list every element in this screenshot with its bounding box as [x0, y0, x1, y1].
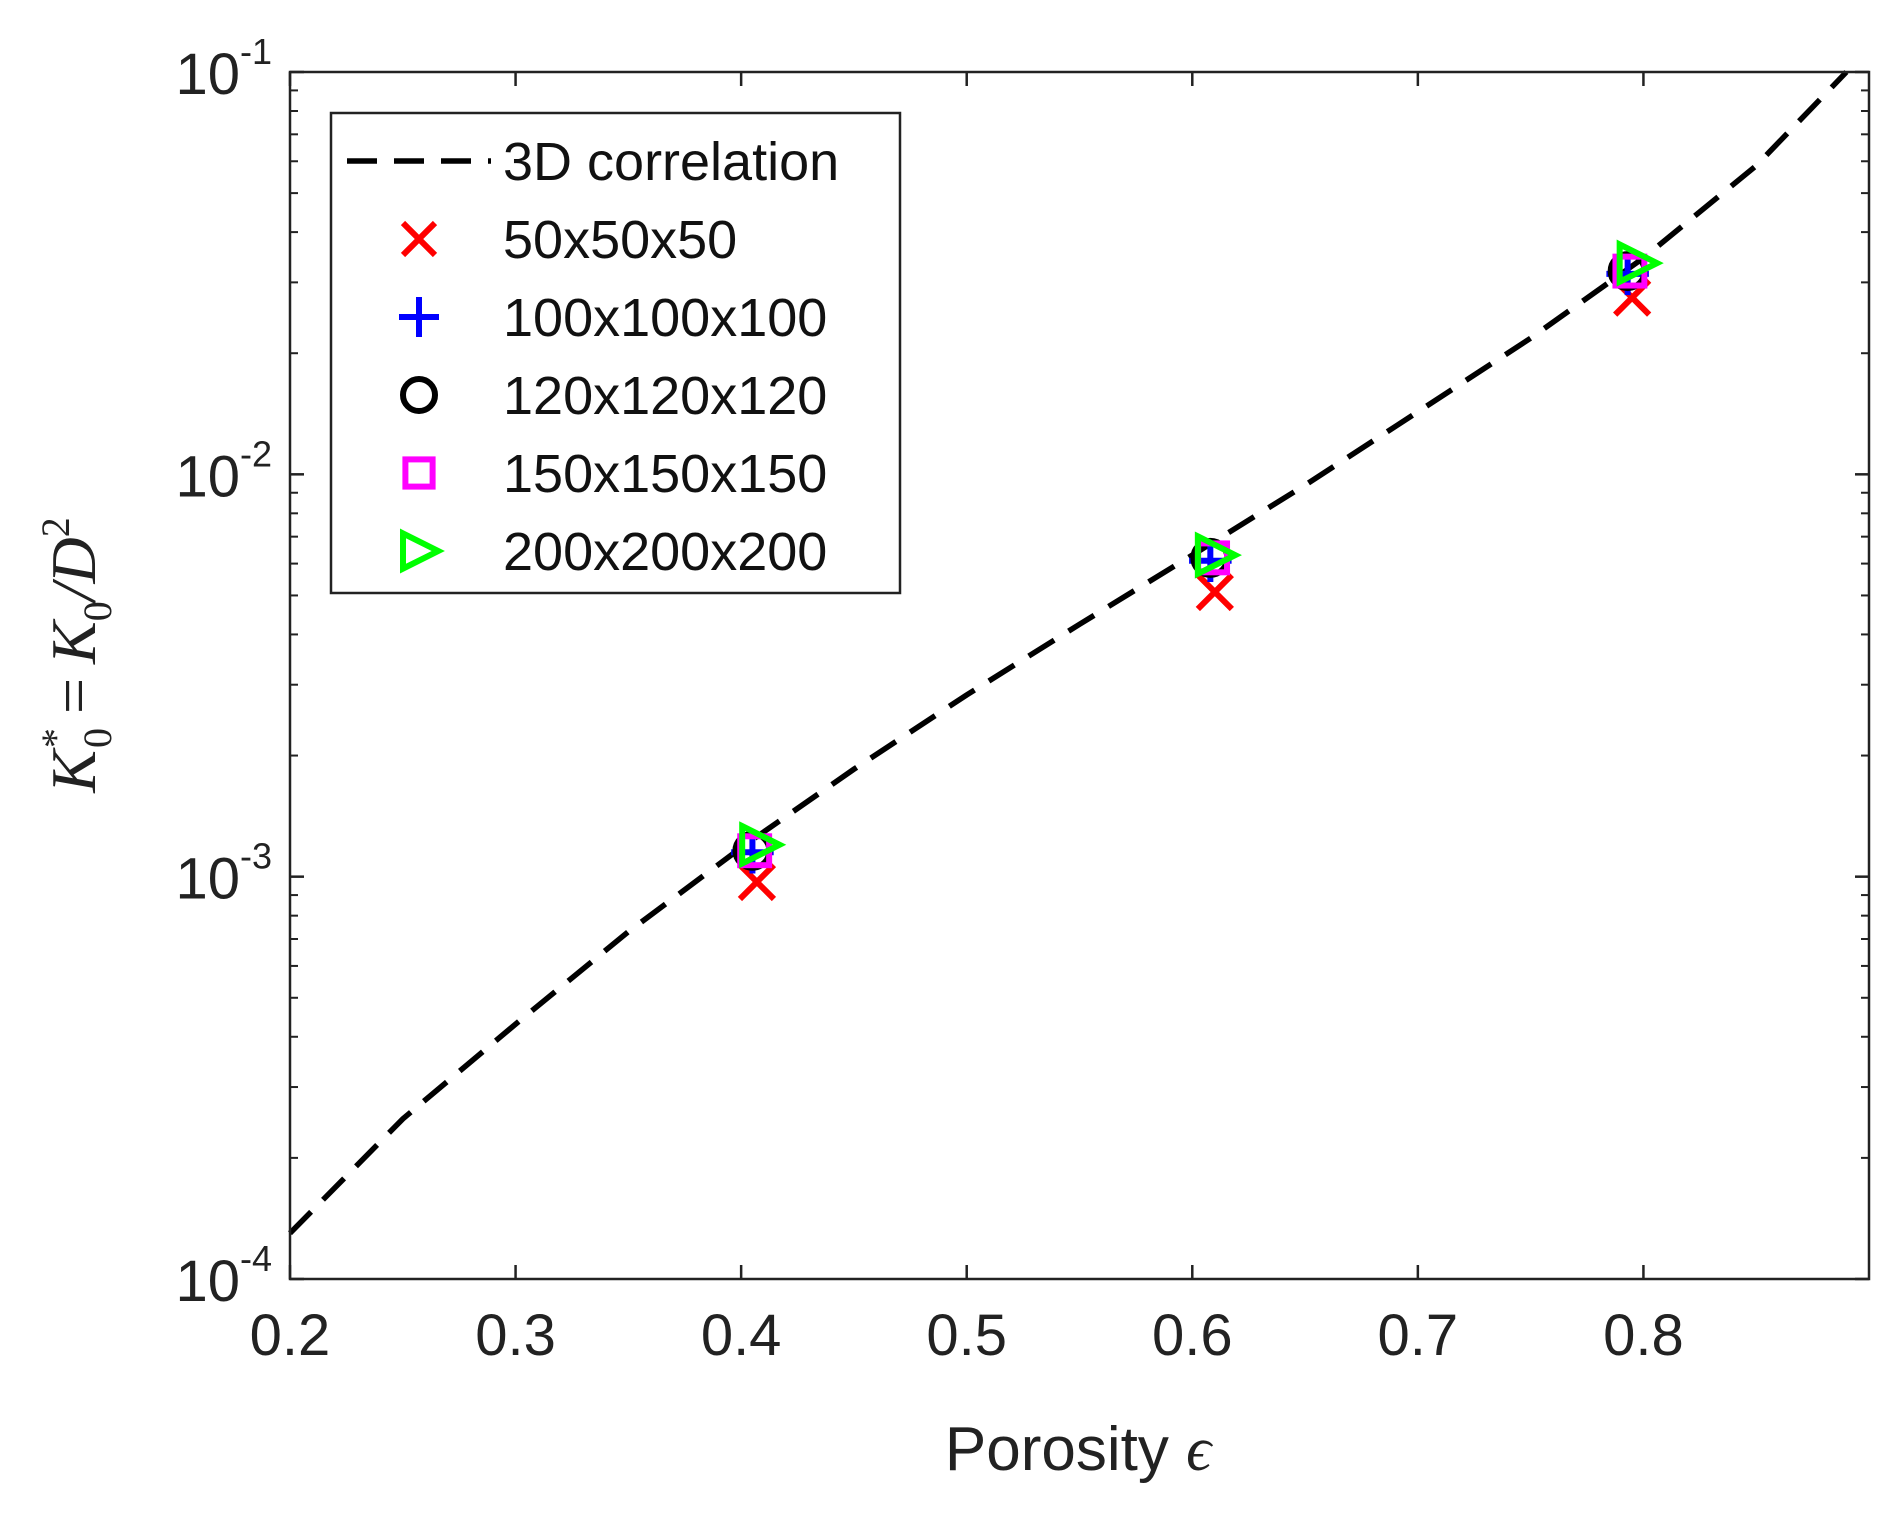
legend-marker — [400, 528, 445, 574]
x-tick-label: 0.7 — [1378, 1303, 1459, 1368]
legend-label: 150x150x150 — [503, 444, 827, 504]
data-point — [737, 862, 777, 902]
x-tick-label: 0.2 — [250, 1303, 331, 1368]
data-point — [739, 821, 787, 869]
tick-labels: 0.2 0.3 0.4 0.5 0.6 0.7 0.8 10-4 10-3 10-2 10-1 — [175, 31, 1683, 1368]
y-title-sub0: 0 — [75, 728, 120, 748]
x-tick-label: 0.4 — [701, 1303, 782, 1368]
legend-label: 50x50x50 — [503, 210, 737, 270]
data-point — [1194, 531, 1242, 579]
legend-label: 100x100x100 — [503, 288, 827, 348]
legend-entry: 150x150x150 — [402, 444, 827, 504]
x-tick-label: 0.8 — [1603, 1303, 1684, 1368]
plot-frame — [288, 70, 1871, 1281]
data-point — [1195, 572, 1234, 612]
legend: 3D correlation 50x50x50 100x100x100 120x120… — [329, 111, 902, 595]
legend-marker — [402, 456, 436, 490]
x-tick-label: 0.3 — [475, 1303, 556, 1368]
y-tick-label: 10-2 — [175, 433, 272, 509]
legend-label: 200x200x200 — [503, 522, 827, 582]
x-tick-label: 0.6 — [1152, 1303, 1233, 1368]
legend-entry: 3D correlation — [347, 132, 839, 192]
legend-box — [329, 111, 902, 595]
y-tick-label: 10-3 — [175, 836, 272, 912]
series-0 — [288, 70, 1849, 1236]
series-layer — [288, 70, 1849, 1236]
y-title-star: * — [33, 730, 78, 750]
x-tick-label: 0.5 — [926, 1303, 1007, 1368]
legend-entry: 200x200x200 — [400, 522, 827, 582]
legend-entry: 120x120x120 — [400, 366, 827, 426]
legend-marker — [399, 297, 439, 337]
x-axis-title-text: Porosity — [945, 1415, 1169, 1484]
legend-label: 120x120x120 — [503, 366, 827, 426]
x-axis-title-symbol: ϵ — [1186, 1416, 1213, 1484]
y-title-eq: = — [38, 678, 109, 714]
y-tick-label: 10-1 — [175, 31, 272, 107]
y-title-k2: K — [38, 618, 109, 665]
y-tick-label: 10-4 — [175, 1238, 272, 1314]
x-axis-title: Porosity ϵ — [945, 1415, 1213, 1484]
legend-entry: 100x100x100 — [399, 288, 827, 348]
legend-marker — [400, 376, 438, 414]
y-title-sub02: 0 — [75, 601, 120, 621]
svg-text:K*0=K0/D2: K*0=K0/D2 — [33, 517, 120, 793]
legend-marker — [400, 220, 438, 258]
y-axis-title: K*0=K0/D2 — [33, 517, 120, 793]
y-title-slash-d: /D — [38, 537, 109, 604]
data-point — [1616, 239, 1664, 287]
legend-entry: 50x50x50 — [400, 210, 737, 270]
y-title-k: K — [38, 747, 109, 794]
legend-label: 3D correlation — [503, 132, 839, 192]
correlation-curve — [288, 70, 1849, 1236]
y-title-sq: 2 — [33, 517, 78, 537]
series-5 — [739, 239, 1664, 869]
